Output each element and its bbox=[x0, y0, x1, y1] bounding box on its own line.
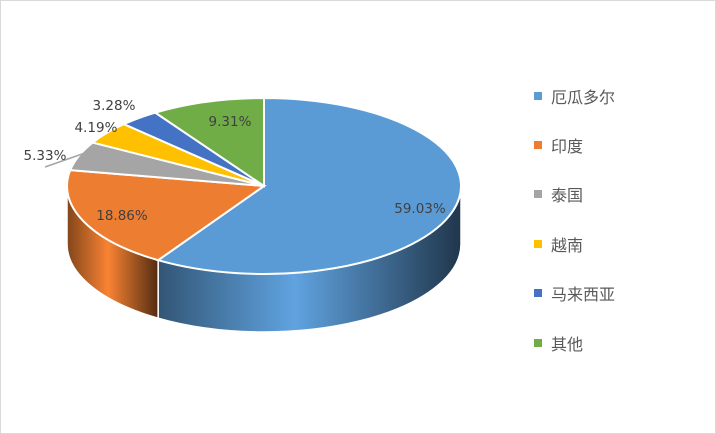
legend-item: 马来西亚 bbox=[534, 269, 615, 318]
leader-line bbox=[44, 152, 86, 168]
data-label-0: 59.03% bbox=[394, 201, 446, 217]
legend-label: 印度 bbox=[551, 137, 584, 157]
legend-item: 其他 bbox=[534, 318, 615, 367]
legend-label: 马来西亚 bbox=[551, 285, 616, 305]
pie-slice-1[interactable] bbox=[66, 169, 267, 262]
legend-swatch bbox=[534, 190, 542, 199]
data-label-2: 5.33% bbox=[24, 148, 67, 164]
legend-label: 其他 bbox=[551, 334, 584, 354]
data-label-3: 4.19% bbox=[75, 120, 118, 136]
legend-label: 越南 bbox=[551, 235, 584, 255]
legend-item: 越南 bbox=[534, 219, 615, 268]
pie-slice-0[interactable] bbox=[155, 96, 462, 275]
data-label-5: 9.31% bbox=[209, 114, 252, 130]
legend-swatch bbox=[534, 91, 542, 100]
legend-label: 泰国 bbox=[551, 186, 584, 206]
data-label-1: 18.86% bbox=[96, 208, 148, 224]
legend-item: 印度 bbox=[534, 120, 615, 169]
legend-swatch bbox=[534, 239, 542, 248]
pie-slice-5[interactable] bbox=[152, 96, 265, 188]
data-label-4: 3.28% bbox=[93, 98, 136, 114]
legend-item: 厄瓜多尔 bbox=[534, 71, 615, 120]
legend-label: 厄瓜多尔 bbox=[551, 87, 616, 107]
legend-swatch bbox=[534, 289, 542, 298]
legend-swatch bbox=[534, 141, 542, 150]
legend-item: 泰国 bbox=[534, 170, 615, 219]
legend-swatch bbox=[534, 338, 542, 347]
legend: 厄瓜多尔印度泰国越南马来西亚其他 bbox=[534, 71, 615, 367]
